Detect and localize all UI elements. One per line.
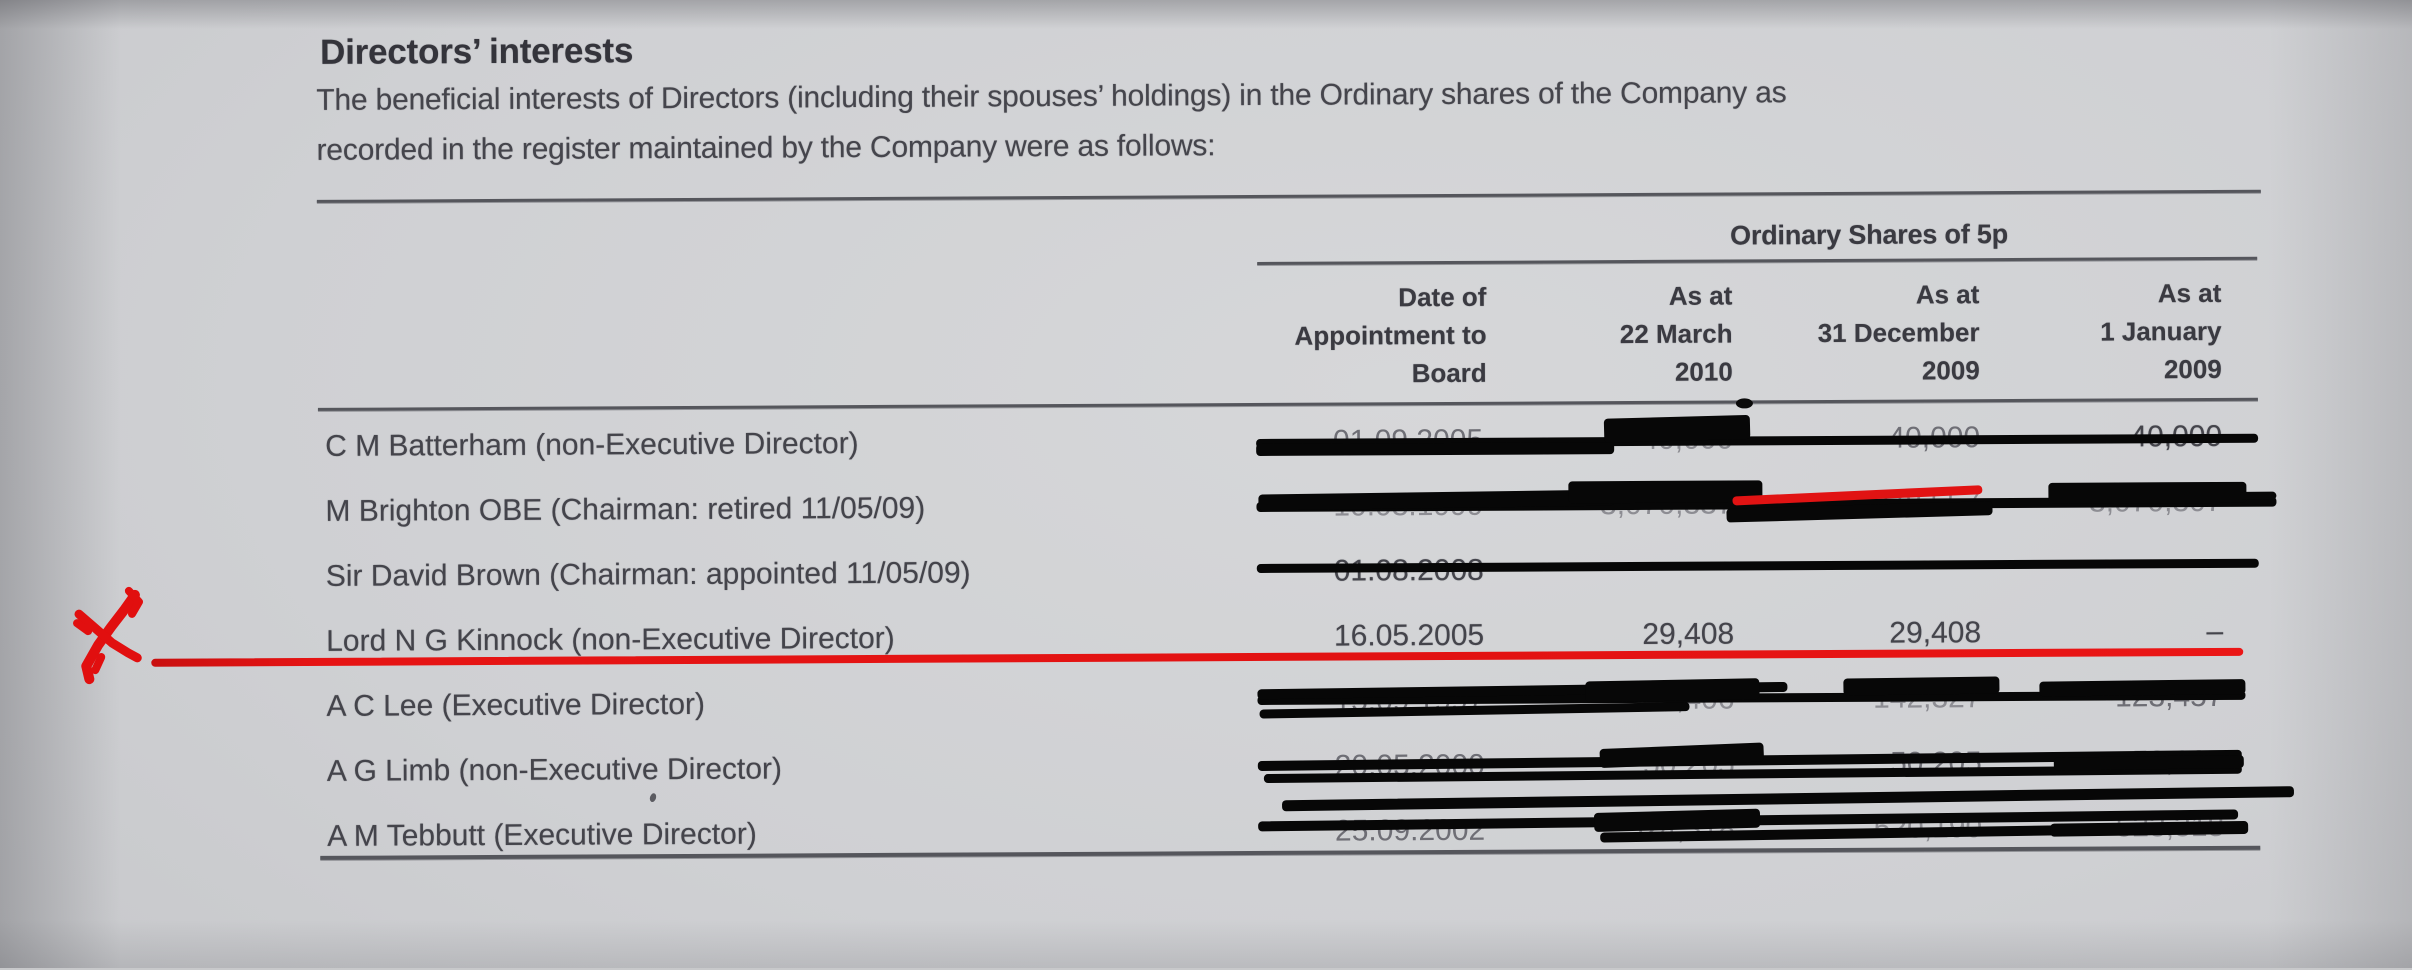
redaction-stroke	[1585, 678, 1760, 703]
redaction-stroke	[1256, 442, 1615, 456]
redaction-stroke	[1843, 676, 2000, 696]
ink-speck	[648, 792, 658, 803]
redaction-stroke	[2050, 820, 2249, 837]
group-header: Ordinary Shares of 5p	[1730, 219, 2009, 251]
redaction-stroke	[2053, 754, 2244, 771]
intro-line-2: recorded in the register maintained by t…	[316, 129, 1216, 167]
redaction-stroke	[2240, 491, 2277, 500]
ink-dot	[1735, 398, 1753, 409]
column-header-1-january-2009: As at 1 January 2009	[2100, 277, 2222, 385]
group-header-rule	[1257, 256, 2258, 265]
table-row-brown: Sir David Brown (Chairman: appointed 11/…	[325, 554, 1484, 593]
header-bottom-rule	[317, 397, 2258, 411]
redaction-stroke	[1281, 786, 2295, 812]
redaction-stroke	[2048, 481, 2247, 504]
redaction-stroke	[1603, 414, 1751, 443]
redaction-stroke	[2039, 679, 2246, 697]
page-title: Directors’ interests	[319, 31, 634, 72]
intro-line-1: The beneficial interests of Directors (i…	[316, 76, 1787, 117]
table-top-rule	[316, 189, 2261, 203]
red-x-mark	[73, 586, 143, 685]
